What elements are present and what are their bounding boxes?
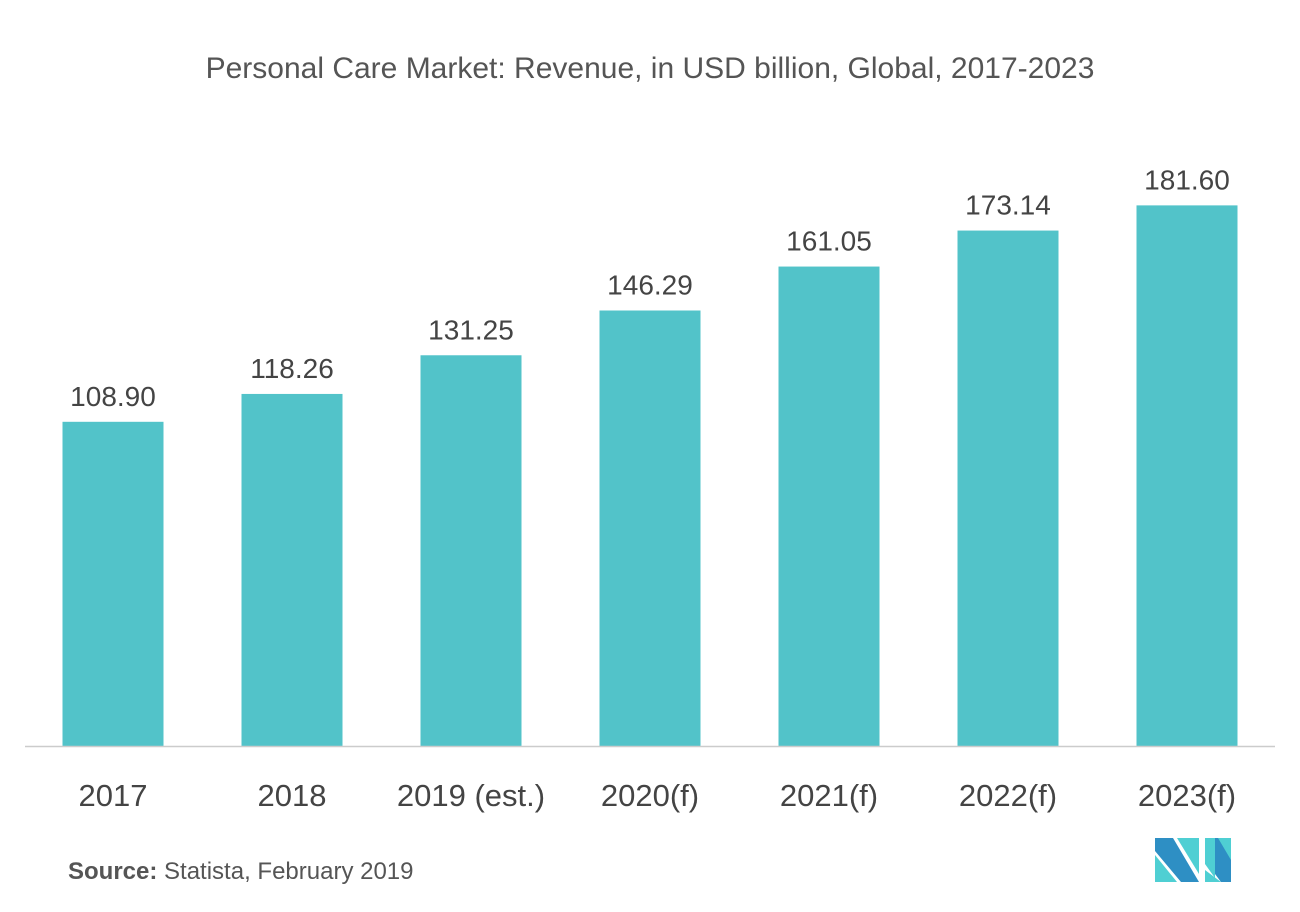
- x-tick-label: 2018: [258, 778, 327, 813]
- x-tick-label: 2022(f): [959, 778, 1057, 813]
- data-label: 181.60: [1144, 164, 1230, 195]
- data-label: 108.90: [70, 381, 156, 412]
- data-label: 131.25: [428, 314, 514, 345]
- bar: [957, 230, 1059, 746]
- bar: [1136, 205, 1238, 746]
- source-note: Source: Statista, February 2019: [68, 858, 414, 886]
- logo-shape-2: [1155, 855, 1177, 882]
- x-tick-label: 2020(f): [601, 778, 699, 813]
- source-label: Source:: [68, 858, 158, 885]
- x-tick-label: 2023(f): [1138, 778, 1236, 813]
- x-tick-label: 2019 (est.): [397, 778, 545, 813]
- bar: [778, 266, 880, 746]
- data-label: 118.26: [250, 353, 334, 384]
- logo-shape-1: [1155, 838, 1199, 882]
- logo-shape-7: [1218, 838, 1231, 860]
- bar: [420, 355, 522, 746]
- bar: [599, 310, 701, 746]
- source-text: Statista, February 2019: [157, 858, 414, 885]
- data-label: 161.05: [786, 226, 872, 257]
- logo-shape-3: [1177, 838, 1199, 874]
- company-logo: [1155, 838, 1231, 882]
- logo-shape-5: [1205, 870, 1221, 882]
- data-label: 173.14: [965, 190, 1051, 221]
- x-tick-label: 2017: [79, 778, 148, 813]
- logo-shape-4: [1205, 838, 1215, 878]
- bar: [62, 421, 164, 746]
- x-tick-label: 2021(f): [780, 778, 878, 813]
- bar: [241, 393, 343, 746]
- data-label: 146.29: [607, 269, 693, 300]
- chart-title: Personal Care Market: Revenue, in USD bi…: [205, 52, 1095, 85]
